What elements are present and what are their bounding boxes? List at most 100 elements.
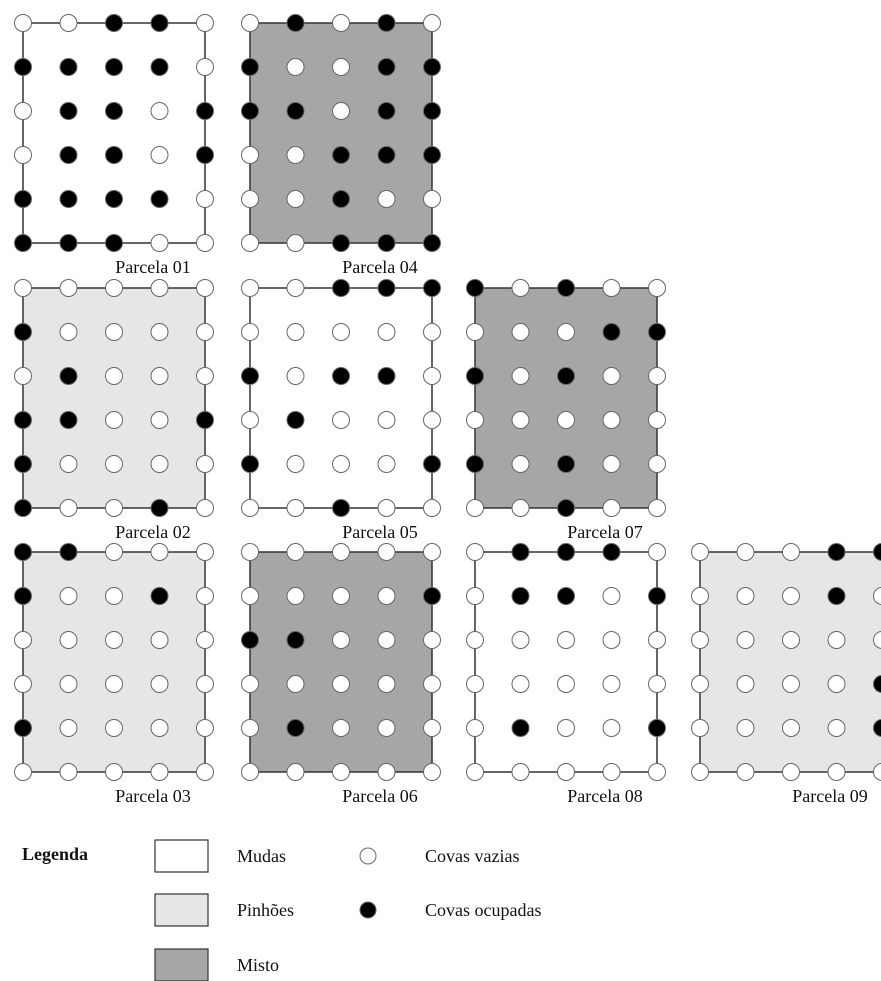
- hole: [648, 675, 666, 693]
- hole: [423, 455, 441, 473]
- hole: [59, 190, 78, 208]
- hole: [150, 190, 169, 208]
- hole: [150, 631, 169, 649]
- hole: [466, 675, 484, 693]
- hole: [557, 719, 575, 737]
- hole: [557, 543, 575, 561]
- hole: [14, 719, 32, 737]
- hole: [59, 719, 78, 737]
- hole: [196, 367, 214, 385]
- hole: [59, 323, 78, 341]
- hole: [466, 455, 484, 473]
- hole: [59, 58, 78, 76]
- hole: [377, 719, 396, 737]
- hole: [241, 631, 259, 649]
- hole: [105, 411, 123, 429]
- hole: [105, 146, 123, 164]
- hole: [602, 675, 621, 693]
- hole: [286, 543, 305, 561]
- hole: [648, 323, 666, 341]
- hole: [466, 763, 484, 781]
- hole: [59, 14, 78, 32]
- plot-label: Parcela 05: [342, 522, 417, 542]
- hole: [241, 323, 259, 341]
- hole: [782, 631, 800, 649]
- hole: [377, 279, 396, 297]
- hole: [423, 279, 441, 297]
- hole: [827, 631, 846, 649]
- hole: [59, 411, 78, 429]
- hole: [377, 323, 396, 341]
- hole: [332, 367, 350, 385]
- hole: [873, 631, 881, 649]
- plot-label: Parcela 09: [792, 786, 867, 806]
- hole: [648, 587, 666, 605]
- hole: [196, 543, 214, 561]
- hole: [423, 234, 441, 252]
- hole: [105, 58, 123, 76]
- hole: [873, 719, 881, 737]
- hole: [286, 411, 305, 429]
- hole: [423, 763, 441, 781]
- hole: [332, 455, 350, 473]
- hole: [602, 631, 621, 649]
- hole: [59, 455, 78, 473]
- hole: [196, 411, 214, 429]
- hole: [602, 323, 621, 341]
- hole: [691, 675, 709, 693]
- hole: [105, 455, 123, 473]
- hole: [105, 587, 123, 605]
- hole: [332, 14, 350, 32]
- hole: [14, 367, 32, 385]
- hole: [286, 675, 305, 693]
- hole: [782, 763, 800, 781]
- hole: [14, 499, 32, 517]
- hole: [150, 146, 169, 164]
- hole: [241, 675, 259, 693]
- hole: [557, 763, 575, 781]
- hole: [827, 719, 846, 737]
- hole: [782, 719, 800, 737]
- hole: [105, 763, 123, 781]
- hole: [241, 587, 259, 605]
- hole: [150, 543, 169, 561]
- hole: [511, 323, 530, 341]
- hole: [196, 102, 214, 120]
- hole: [196, 675, 214, 693]
- hole: [332, 587, 350, 605]
- hole: [466, 279, 484, 297]
- hole: [332, 146, 350, 164]
- hole: [59, 367, 78, 385]
- hole: [377, 543, 396, 561]
- hole: [14, 763, 32, 781]
- hole: [105, 631, 123, 649]
- hole: [782, 587, 800, 605]
- hole: [873, 763, 881, 781]
- hole: [196, 763, 214, 781]
- hole: [332, 763, 350, 781]
- hole: [377, 411, 396, 429]
- hole: [241, 234, 259, 252]
- hole: [14, 146, 32, 164]
- hole: [105, 367, 123, 385]
- plot-area: [249, 551, 433, 773]
- hole: [377, 234, 396, 252]
- hole: [105, 234, 123, 252]
- hole: [377, 763, 396, 781]
- hole: [14, 234, 32, 252]
- hole: [377, 455, 396, 473]
- hole: [241, 102, 259, 120]
- plot-area: [249, 287, 433, 509]
- hole: [423, 499, 441, 517]
- hole: [782, 675, 800, 693]
- hole: [105, 279, 123, 297]
- hole: [286, 763, 305, 781]
- hole: [14, 279, 32, 297]
- hole: [196, 14, 214, 32]
- hole: [14, 631, 32, 649]
- hole: [557, 587, 575, 605]
- hole: [150, 367, 169, 385]
- hole: [332, 411, 350, 429]
- hole: [59, 587, 78, 605]
- legend-swatch: [154, 948, 209, 981]
